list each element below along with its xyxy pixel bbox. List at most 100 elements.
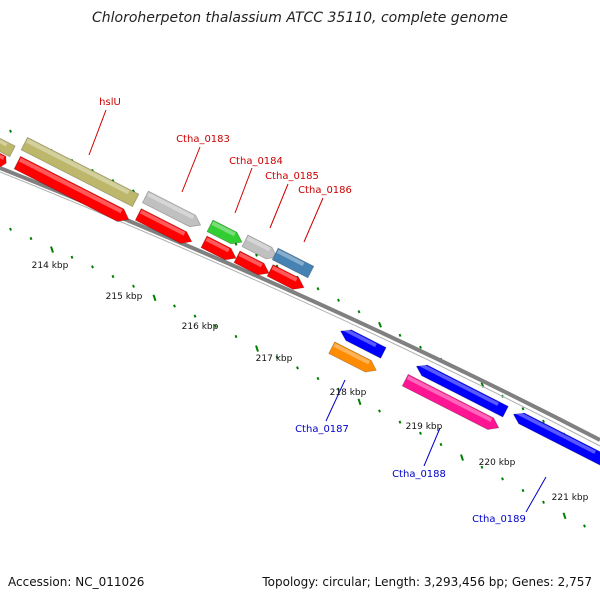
inner-tick [296,366,299,370]
gene-highlight [211,221,236,237]
inner-tick [255,345,259,352]
gene-0186-red [266,264,305,290]
gene-0184-red [200,235,237,261]
gene-highlight [0,152,5,160]
leader-line [181,146,201,193]
inner-tick [337,387,340,391]
inner-tick [91,265,94,269]
gene-0187 [328,341,377,373]
gene-body [20,136,140,208]
accession-text: Accession: NC_011026 [8,575,145,589]
gene-body [206,219,243,245]
gene-highlight [246,236,271,252]
inner-tick [234,334,238,339]
tick-label: 219 kbp [406,422,443,432]
gene-body [200,235,237,261]
gene-highlight [406,375,493,422]
inner-tick [501,477,504,481]
tick-label: 214 kbp [32,261,69,271]
inner-tick [398,420,402,424]
gene-label-0184: Ctha_0184 [229,156,283,167]
gene-body [415,364,509,418]
outer-tick [316,287,320,291]
tick-label: 218 kbp [330,388,367,398]
gene-body [266,264,305,290]
outer-tick [255,253,258,257]
outer-tick [234,242,238,246]
gene-body [0,132,16,158]
inner-tick [29,236,33,241]
inner-tick [378,409,381,413]
gene-0185-red [233,250,270,276]
gene-label-0185: Ctha_0185 [265,171,319,182]
inner-tick [173,304,176,308]
inner-tick [111,274,115,279]
tick-label: 220 kbp [479,458,516,468]
gene-body [134,208,193,244]
leader-line [88,109,107,156]
gene-labels: hslU Ctha_0183 Ctha_0184 Ctha_0185 Ctha_0186… [88,97,547,525]
gene-body [271,247,315,279]
gene-features [0,132,600,466]
gene-highlight [0,134,8,147]
inner-tick [70,255,74,259]
outer-tick [521,407,525,411]
gene-highlight [271,265,298,282]
inner-tick [542,500,545,504]
gene-highlight [139,209,186,236]
inner-tick-track [9,227,586,528]
inner-tick [562,512,567,520]
gene-highlight [26,138,130,195]
gene-0186 [271,247,315,279]
gene-0188-blue [415,362,509,418]
gene-0188 [401,373,500,430]
leader-line [525,476,547,513]
gene-body [233,250,270,276]
outer-tick [398,333,402,337]
gene-hslU [20,136,140,208]
gene-highlight [19,157,123,214]
gene-highlight [514,410,596,454]
gene-0185 [241,234,278,260]
inner-tick [316,376,320,381]
leader-line [234,167,253,214]
outer-tick [419,345,422,349]
tick-label: 215 kbp [106,292,143,302]
gene-0183 [141,190,202,228]
gene-body [241,234,278,260]
inner-tick [9,227,12,231]
leader-line [423,427,441,467]
inner-tick [214,324,217,328]
gene-highlight [342,327,377,348]
gene-label-0183: Ctha_0183 [176,134,230,145]
leader-line [325,379,346,422]
tick-label: 216 kbp [182,322,219,332]
inner-tick [439,442,443,447]
inner-tick [521,488,525,493]
gene-0183-red [134,208,193,244]
gene-left-tan [0,132,16,158]
map-title: Chloroherpeton thalassium ATCC 35110, co… [92,10,508,26]
leader-line [303,197,324,243]
gene-highlight [417,362,499,406]
inner-tick [583,524,586,528]
genome-summary-text: Topology: circular; Length: 3,293,456 bp… [262,575,592,589]
gene-label-0187: Ctha_0187 [295,424,349,435]
inner-tick [275,355,279,359]
inner-tick [152,294,157,302]
outer-tick [9,129,12,133]
gene-0187-blue [339,327,387,359]
inner-tick [460,454,464,461]
gene-0184 [206,219,243,245]
inner-tick [357,398,362,406]
leader-line [269,183,289,229]
gene-label-0188: Ctha_0188 [392,469,446,480]
genome-backbone [0,166,600,447]
inner-tick [132,284,135,288]
inner-tick [193,314,197,318]
gene-highlight [276,249,305,267]
outer-tick [337,298,340,302]
gene-body [512,412,600,466]
outer-tick [542,419,545,424]
